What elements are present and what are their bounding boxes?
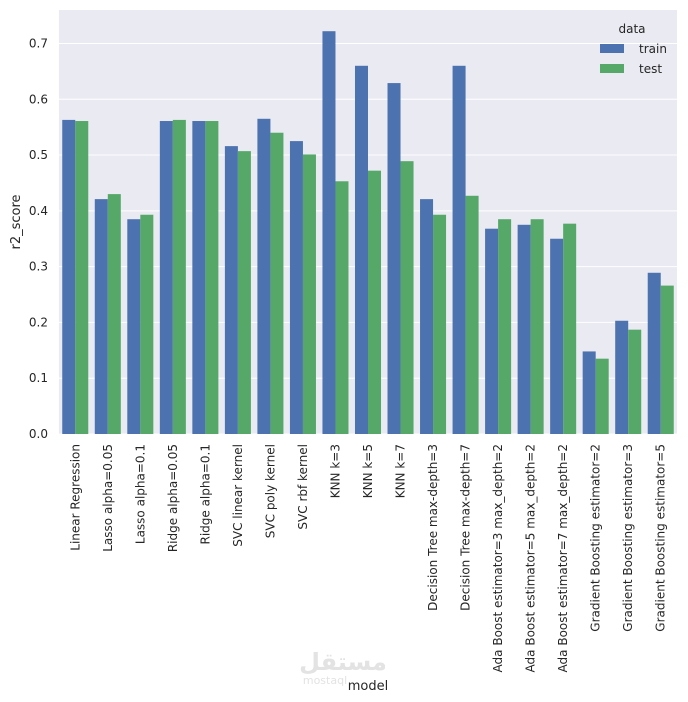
bar-train xyxy=(550,238,564,434)
bar-test xyxy=(335,181,349,434)
x-tick-label: SVC poly kernel xyxy=(263,444,277,538)
y-tick-label: 0.5 xyxy=(29,148,48,162)
bar-test xyxy=(302,154,316,434)
x-tick-label: Ridge alpha=0.05 xyxy=(166,444,180,552)
bar-train xyxy=(452,65,466,434)
bar-test xyxy=(270,132,284,434)
bar-test xyxy=(75,121,89,434)
watermark-latin: mostaql xyxy=(303,674,347,687)
x-tick-label: Ada Boost estimator=3 max_depth=2 xyxy=(491,444,505,672)
bar-train xyxy=(159,121,173,434)
bar-test xyxy=(628,329,642,434)
x-tick-label: Decision Tree max-depth=7 xyxy=(459,444,473,611)
x-tick-label: SVC linear kernel xyxy=(231,444,245,547)
bar-train xyxy=(257,118,271,434)
bar-test xyxy=(498,219,512,434)
x-axis-title: model xyxy=(348,679,388,694)
x-tick-label: KNN k=3 xyxy=(328,444,342,498)
bar-train xyxy=(127,219,141,434)
x-tick-label: Gradient Boosting estimator=5 xyxy=(654,444,668,632)
bars xyxy=(62,31,674,435)
x-tick-label: KNN k=5 xyxy=(361,444,375,498)
y-tick-label: 0.1 xyxy=(29,371,48,385)
bar-train xyxy=(62,119,76,434)
bar-test xyxy=(172,119,186,434)
watermark-arabic: مستقل xyxy=(299,648,387,676)
legend-label-test: test xyxy=(639,62,662,76)
x-tick-label: Decision Tree max-depth=3 xyxy=(426,444,440,611)
y-tick-label: 0.3 xyxy=(29,260,48,274)
x-tick-label: Ada Boost estimator=7 max_depth=2 xyxy=(556,444,570,672)
bar-train xyxy=(289,141,303,434)
x-tick-label: KNN k=7 xyxy=(394,444,408,498)
y-tick-label: 0.7 xyxy=(29,36,48,50)
bar-train xyxy=(420,199,434,434)
x-tick-label: Ada Boost estimator=5 max_depth=2 xyxy=(524,444,538,672)
y-tick-label: 0.4 xyxy=(29,204,48,218)
y-tick-label: 0.6 xyxy=(29,92,48,106)
bar-train xyxy=(387,83,401,434)
legend: data train test xyxy=(600,22,667,76)
bar-train xyxy=(485,228,499,434)
x-tick-label: Lasso alpha=0.1 xyxy=(133,444,147,544)
x-tick-label: SVC rbf kernel xyxy=(296,444,310,530)
legend-label-train: train xyxy=(639,42,667,56)
bar-test xyxy=(237,151,251,434)
bar-train xyxy=(224,146,238,434)
bar-test xyxy=(368,170,382,434)
y-axis-title: r2_score xyxy=(9,194,24,249)
bar-test xyxy=(433,214,447,434)
bar-train xyxy=(615,320,629,434)
x-tick-label: Ridge alpha=0.1 xyxy=(198,444,212,545)
bar-test xyxy=(400,161,414,435)
legend-swatch-test xyxy=(600,64,624,73)
bar-test xyxy=(465,195,479,434)
bar-train xyxy=(322,31,336,434)
bar-train xyxy=(582,351,596,434)
legend-title: data xyxy=(618,22,645,36)
bar-train xyxy=(192,121,206,434)
bar-test xyxy=(660,285,674,434)
bar-test xyxy=(530,219,544,434)
legend-swatch-train xyxy=(600,44,624,53)
y-tick-label: 0.0 xyxy=(29,427,48,441)
x-tick-label: Gradient Boosting estimator=2 xyxy=(589,444,603,632)
x-ticks: Linear Regression Lasso alpha=0.05 Lasso a… xyxy=(68,444,667,672)
y-ticks: 0.0 0.1 0.2 0.3 0.4 0.5 0.6 0.7 xyxy=(29,36,48,441)
bar-train xyxy=(94,199,108,434)
bar-test xyxy=(563,223,577,434)
bar-test xyxy=(107,194,121,434)
bar-test xyxy=(595,358,609,434)
bar-test xyxy=(205,121,219,434)
bar-test xyxy=(140,214,154,434)
watermark: مستقل mostaql xyxy=(299,648,387,687)
bar-train xyxy=(354,65,368,434)
bar-train xyxy=(647,272,661,434)
x-tick-label: Gradient Boosting estimator=3 xyxy=(621,444,635,632)
bar-train xyxy=(517,224,531,434)
x-tick-label: Lasso alpha=0.05 xyxy=(101,444,115,552)
y-tick-label: 0.2 xyxy=(29,315,48,329)
x-tick-label: Linear Regression xyxy=(68,444,82,551)
